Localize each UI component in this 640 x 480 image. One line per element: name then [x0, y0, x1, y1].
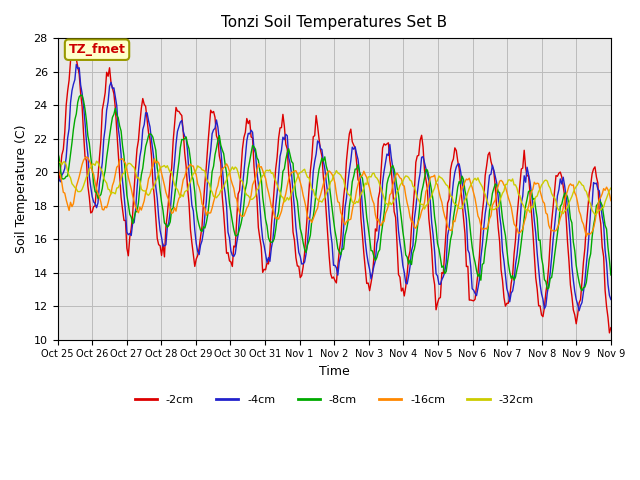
-2cm — [604, 314, 612, 320]
Line: -4cm: -4cm — [58, 64, 611, 311]
Line: -2cm: -2cm — [58, 44, 611, 333]
-2cm — [340, 195, 348, 201]
X-axis label: Time: Time — [319, 365, 349, 378]
-16cm — [340, 218, 348, 224]
-16cm — [83, 154, 90, 160]
-16cm — [607, 198, 614, 204]
-8cm — [532, 206, 540, 212]
Line: -8cm: -8cm — [58, 95, 611, 291]
-16cm — [605, 191, 613, 197]
-32cm — [340, 177, 348, 183]
-32cm — [72, 186, 80, 192]
-4cm — [607, 297, 614, 302]
-2cm — [74, 64, 81, 70]
-32cm — [532, 194, 540, 200]
-8cm — [449, 215, 457, 220]
-32cm — [90, 161, 97, 167]
-2cm — [92, 203, 99, 209]
-32cm — [605, 188, 613, 193]
-4cm — [449, 179, 457, 185]
-2cm — [449, 156, 457, 162]
-32cm — [449, 199, 457, 205]
-4cm — [74, 66, 81, 72]
-4cm — [92, 201, 99, 206]
Text: TZ_fmet: TZ_fmet — [68, 43, 125, 56]
-2cm — [607, 325, 614, 331]
-8cm — [607, 272, 614, 278]
Line: -16cm: -16cm — [58, 157, 611, 236]
-2cm — [605, 330, 613, 336]
-16cm — [54, 164, 61, 170]
-4cm — [575, 308, 583, 313]
-8cm — [578, 288, 586, 294]
-4cm — [54, 172, 61, 178]
Line: -32cm: -32cm — [58, 161, 611, 215]
Legend: -2cm, -4cm, -8cm, -16cm, -32cm: -2cm, -4cm, -8cm, -16cm, -32cm — [131, 391, 538, 409]
-8cm — [77, 92, 84, 98]
-32cm — [54, 160, 61, 166]
-32cm — [591, 212, 599, 217]
-16cm — [582, 233, 590, 239]
-16cm — [72, 183, 80, 189]
-4cm — [340, 226, 348, 232]
-16cm — [449, 218, 457, 224]
-2cm — [532, 275, 540, 281]
-2cm — [54, 175, 61, 181]
-8cm — [72, 111, 80, 117]
Y-axis label: Soil Temperature (C): Soil Temperature (C) — [15, 125, 28, 253]
-32cm — [93, 158, 100, 164]
-8cm — [605, 257, 613, 263]
-8cm — [340, 246, 348, 252]
-16cm — [92, 180, 99, 185]
-8cm — [54, 149, 61, 155]
-16cm — [532, 181, 540, 187]
-4cm — [532, 230, 540, 236]
-4cm — [605, 292, 613, 298]
-4cm — [72, 61, 80, 67]
-8cm — [92, 189, 99, 195]
-2cm — [71, 41, 79, 47]
Title: Tonzi Soil Temperatures Set B: Tonzi Soil Temperatures Set B — [221, 15, 447, 30]
-32cm — [607, 185, 614, 191]
